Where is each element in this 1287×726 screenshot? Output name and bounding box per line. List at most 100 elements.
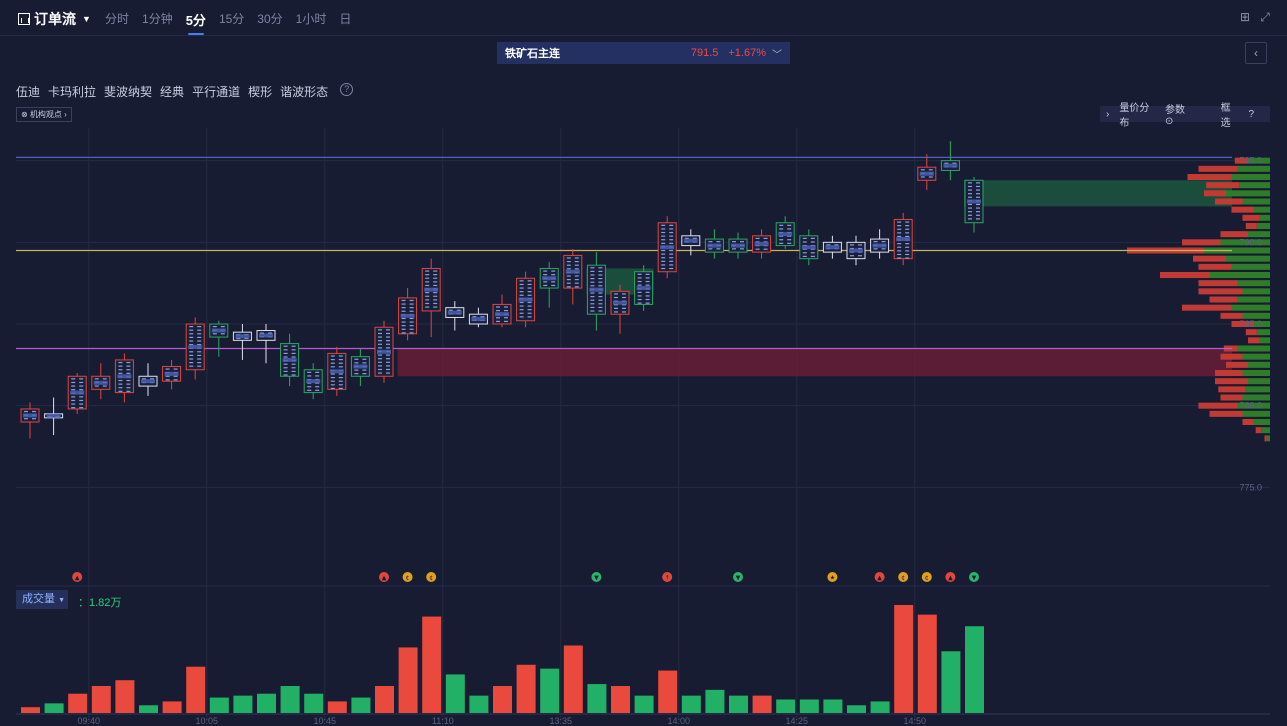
profile-sell-bar	[1198, 263, 1232, 270]
footprint-cell	[220, 326, 225, 328]
footprint-cell	[409, 310, 414, 312]
profile-buy-bar	[1242, 370, 1270, 376]
footprint-cell	[386, 329, 390, 331]
footprint-cell	[244, 337, 249, 339]
chevron-left-icon: ‹	[1254, 46, 1258, 60]
footprint-cell	[645, 291, 650, 293]
params-button[interactable]: 参数 ⊙	[1165, 101, 1211, 127]
drawing-tool-item[interactable]: 伍迪	[16, 85, 41, 99]
poc-cell	[306, 379, 321, 384]
footprint-cell	[669, 260, 674, 262]
tab-timeframe[interactable]: 15分	[218, 12, 245, 26]
volume-bar	[776, 699, 796, 713]
footprint-cell	[354, 373, 359, 375]
symbol-selector[interactable]: 铁矿石主连 791.5 +1.67% ﹀	[497, 42, 790, 64]
app-title[interactable]: 订单流 ▼	[18, 9, 91, 29]
footprint-cell	[79, 389, 84, 391]
footprint-cell	[590, 278, 595, 280]
volume-bar	[941, 651, 961, 713]
grid-layout-icon[interactable]: ⊞	[1239, 10, 1251, 24]
footprint-cell	[338, 373, 343, 375]
footprint-cell	[433, 292, 438, 294]
footprint-cell	[598, 306, 603, 308]
footprint-cell	[354, 362, 359, 364]
footprint-cell	[79, 378, 84, 380]
footprint-cell	[622, 293, 626, 295]
profile-sell-bar	[1209, 296, 1237, 303]
footprint-cell	[968, 196, 972, 198]
poc-cell	[93, 380, 108, 385]
candle	[917, 154, 937, 191]
chevron-right-icon[interactable]: ›	[1106, 108, 1110, 120]
drawing-tool-item[interactable]: 谐波形态	[280, 85, 329, 99]
tab-timeframe[interactable]: 1分钟	[142, 12, 173, 26]
footprint-cell	[669, 235, 674, 237]
footprint-cell	[32, 410, 36, 413]
footprint-cell	[118, 372, 123, 374]
drawing-tool-item[interactable]: 经典	[160, 85, 185, 99]
footprint-cell	[362, 358, 367, 360]
time-tick-label: 10:05	[196, 716, 219, 726]
footprint-cell	[598, 292, 603, 294]
volume-indicator-selector[interactable]: 成交量 ▼	[16, 590, 68, 609]
signal-glyph: ▼	[736, 575, 741, 582]
footprint-cell	[378, 365, 382, 367]
tab-timeframe[interactable]: 1小时	[295, 12, 327, 26]
fullscreen-icon[interactable]: ⤢	[1260, 10, 1270, 24]
footprint-cell	[566, 257, 571, 259]
signal-coin-icon	[426, 572, 437, 582]
volume-bar	[186, 666, 206, 713]
tab-timeframe[interactable]: 5分	[186, 10, 206, 35]
footprint-cell	[330, 366, 335, 368]
footprint-cell	[480, 316, 485, 318]
footprint-cell	[598, 274, 603, 276]
help-icon[interactable]: ?	[340, 83, 354, 96]
drawing-tool-item[interactable]: 卡玛利拉	[48, 85, 97, 99]
drawing-tool-item[interactable]: 平行通道	[192, 85, 241, 99]
footprint-cell	[378, 340, 382, 342]
profile-buy-bar	[1242, 312, 1270, 319]
drawing-tool-item[interactable]: 斐波纳契	[104, 85, 153, 99]
footprint-cell	[291, 356, 296, 358]
collapse-panel-button[interactable]: ‹	[1245, 42, 1267, 64]
volume-bar	[445, 674, 465, 713]
volume-bar	[422, 616, 442, 713]
footprint-cell	[590, 303, 595, 305]
volume-profile-button[interactable]: 量价分布	[1119, 103, 1150, 129]
tab-timeframe[interactable]: 30分	[257, 12, 283, 26]
poc-cell	[23, 413, 37, 418]
footprint-cell	[928, 176, 933, 178]
poc-cell	[235, 334, 250, 339]
signal-glyph: ▲	[948, 575, 953, 582]
help-icon[interactable]: ?	[1248, 108, 1254, 120]
profile-sell-bar	[1215, 198, 1243, 205]
volume-bar	[91, 686, 111, 713]
footprint-cell	[378, 329, 382, 331]
institution-view-tag[interactable]: ⊗ 机构观点 ›	[16, 107, 72, 122]
volume-bar	[257, 693, 276, 713]
footprint-cell	[386, 336, 390, 338]
footprint-cell	[338, 355, 343, 357]
tab-timeframe[interactable]: 日	[339, 12, 352, 26]
box-select-button[interactable]: 框选	[1220, 103, 1231, 129]
footprint-cell	[669, 239, 674, 241]
footprint-cell	[590, 306, 595, 308]
footprint-cell	[598, 310, 603, 312]
footprint-cell	[968, 193, 972, 195]
footprint-cell	[897, 250, 902, 252]
drawing-tool-item[interactable]: 楔形	[248, 85, 273, 99]
footprint-cell	[669, 224, 674, 226]
chevron-down-icon[interactable]: ▼	[82, 14, 91, 24]
footprint-cell	[976, 185, 980, 188]
tab-timeframe[interactable]: 分时	[105, 12, 130, 26]
profile-sell-bar	[1198, 402, 1237, 409]
volume-bar	[917, 614, 937, 713]
footprint-cell	[637, 273, 642, 275]
footprint-cell	[897, 246, 902, 248]
footprint-cell	[566, 279, 571, 281]
signal-glyph: ▲	[75, 575, 80, 582]
poc-cell	[377, 349, 391, 354]
footprint-cell	[142, 378, 146, 380]
footprint-cell	[330, 359, 335, 361]
